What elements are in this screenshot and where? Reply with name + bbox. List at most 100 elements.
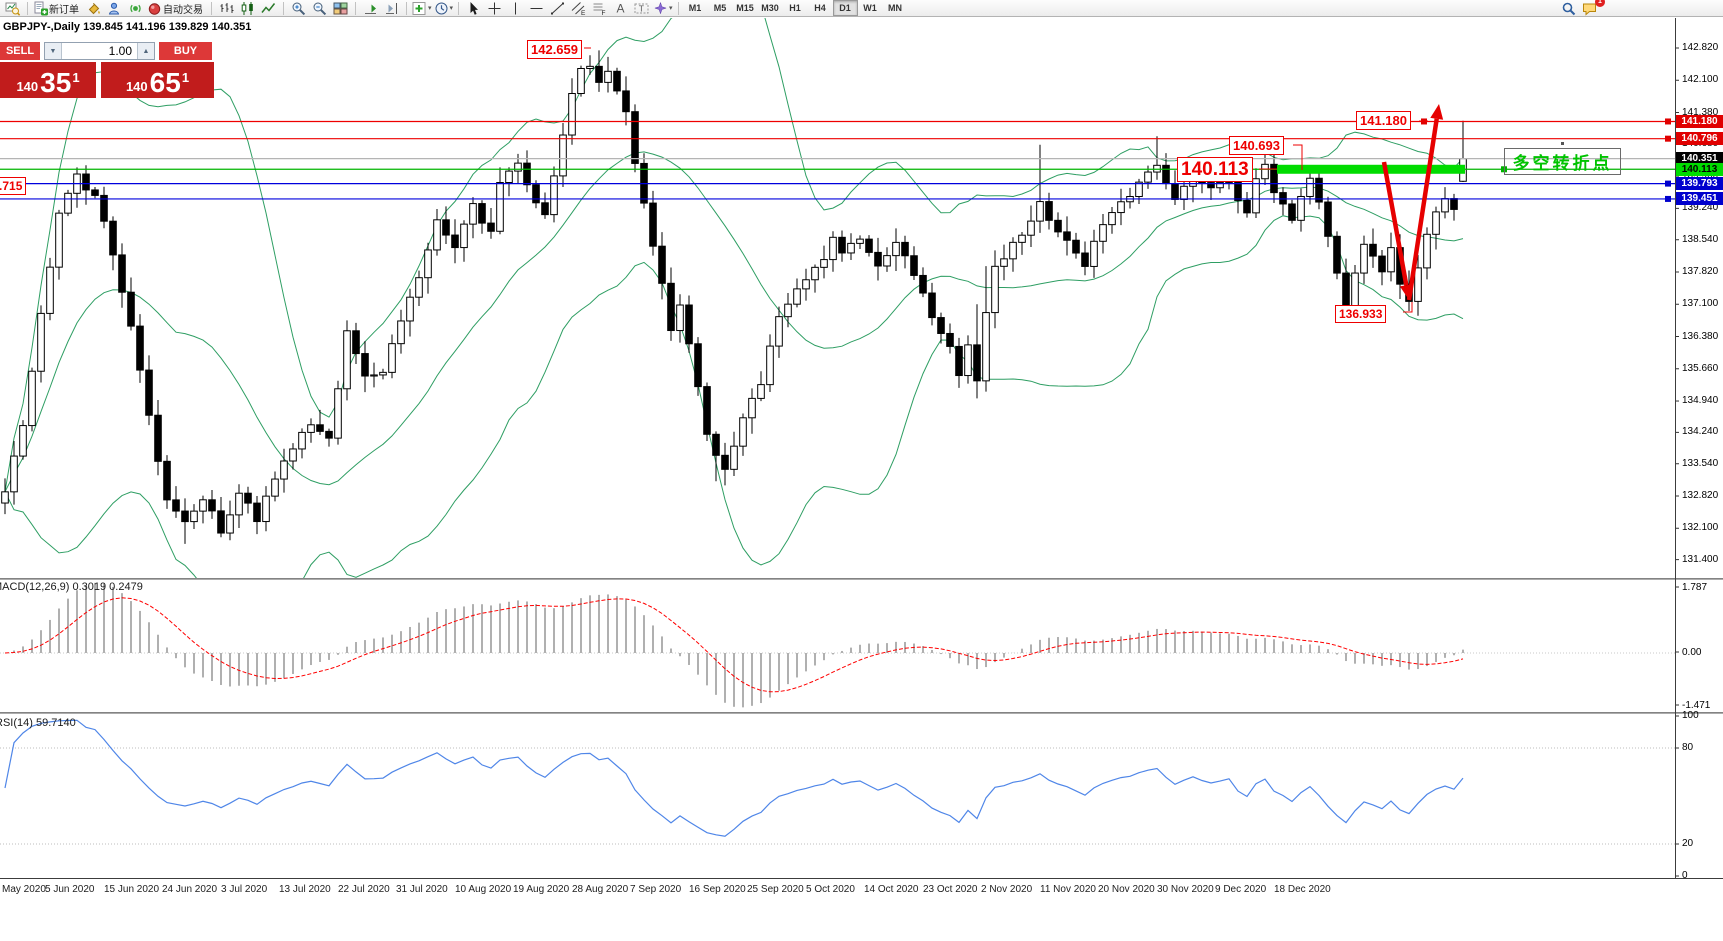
cursor-button[interactable] xyxy=(464,1,483,16)
timeframe-h4[interactable]: H4 xyxy=(808,0,833,16)
line-handle[interactable] xyxy=(1665,180,1671,187)
indicators-button[interactable]: ▾ xyxy=(412,1,432,16)
vertical-line-button[interactable] xyxy=(506,1,525,16)
candle-down xyxy=(478,203,486,224)
support-zone-bar[interactable] xyxy=(1277,164,1465,174)
sell-price-display[interactable]: 140 35 1 xyxy=(0,62,96,98)
crosshair-button[interactable] xyxy=(485,1,504,16)
vertical-line-icon xyxy=(515,2,517,14)
profile-button[interactable] xyxy=(105,1,124,16)
line-handle[interactable] xyxy=(1665,118,1671,125)
candle-down xyxy=(325,430,333,439)
candle-down xyxy=(667,282,675,332)
volume-increase-icon[interactable]: ▲ xyxy=(137,43,154,59)
timeframe-m5[interactable]: M5 xyxy=(708,0,733,16)
annotation-text-box[interactable]: 多空转折点 xyxy=(1504,148,1621,175)
candle-down xyxy=(100,194,108,222)
auto-scroll-button[interactable] xyxy=(361,1,380,16)
zoom-out-button[interactable] xyxy=(310,1,329,16)
price-callout-label[interactable]: 141.180 xyxy=(1356,111,1411,130)
timeframe-mn[interactable]: MN xyxy=(883,0,908,16)
volume-value[interactable]: 1.00 xyxy=(108,44,132,58)
price-axis-tick: 137.100 xyxy=(1682,298,1719,310)
line-chart-button[interactable] xyxy=(259,1,278,16)
timeframe-w1-label: W1 xyxy=(863,3,877,13)
timeframe-w1[interactable]: W1 xyxy=(858,0,883,16)
text-label-button[interactable]: T xyxy=(632,1,651,16)
sell-button[interactable]: SELL xyxy=(0,42,40,60)
macd-indicator-label: MACD(12,26,9) 0.3019 0.2479 xyxy=(0,581,143,593)
candle-up xyxy=(1351,272,1359,307)
candle-up xyxy=(577,67,585,95)
buy-price-pips: 65 xyxy=(149,67,181,98)
price-callout-label[interactable]: 140.113 xyxy=(1177,157,1253,182)
buy-price-display[interactable]: 140 65 1 xyxy=(101,62,214,98)
annotation-anchor-dot xyxy=(1560,142,1564,145)
new-order-button[interactable]: 新订单 xyxy=(33,1,82,16)
auto-scroll-icon xyxy=(365,4,376,14)
chart-style-button[interactable] xyxy=(84,1,103,16)
date-axis-label: 30 Nov 2020 xyxy=(1157,884,1214,895)
buy-price-point: 1 xyxy=(181,70,190,85)
buy-button[interactable]: BUY xyxy=(159,42,212,60)
rsi-pane-splitter[interactable] xyxy=(0,712,1723,714)
volume-decrease-icon[interactable]: ▼ xyxy=(45,43,62,59)
date-axis-label: 5 Oct 2020 xyxy=(806,884,855,895)
macd-axis-label: 1.787 xyxy=(1682,582,1708,593)
price-callout-label[interactable]: 136.933 xyxy=(1335,305,1387,323)
signals-button[interactable] xyxy=(126,1,145,16)
trend-arrow-head xyxy=(1430,104,1444,120)
equidistant-channel-icon: E xyxy=(571,1,586,16)
price-axis-tick: 135.660 xyxy=(1682,362,1719,374)
price-callout-label[interactable]: 140.693 xyxy=(1229,136,1284,155)
trendline-button[interactable] xyxy=(548,1,567,16)
timeframe-m30-label: M30 xyxy=(761,3,779,13)
date-axis-label: 15 Jun 2020 xyxy=(104,884,160,895)
timeframe-m15[interactable]: M15 xyxy=(733,0,758,16)
periods-button[interactable]: ▾ xyxy=(434,1,453,16)
timeframe-d1[interactable]: D1 xyxy=(832,0,858,16)
projection-arrows[interactable] xyxy=(1381,104,1444,301)
candle-down xyxy=(91,189,99,196)
date-axis-label: 20 Nov 2020 xyxy=(1098,884,1155,895)
candlestick-chart-button[interactable] xyxy=(238,1,257,16)
candle-down xyxy=(910,255,918,276)
search-button[interactable] xyxy=(1559,1,1578,16)
horizontal-line-button[interactable] xyxy=(527,1,546,16)
candle-down xyxy=(172,499,180,512)
price-callout-label[interactable]: 142.659 xyxy=(527,40,582,59)
macd-pane-splitter[interactable] xyxy=(0,578,1723,580)
candle-up xyxy=(820,259,828,268)
arrows-button[interactable]: ▾ xyxy=(653,1,673,16)
candle-up xyxy=(460,223,468,249)
fibonacci-button[interactable]: F xyxy=(590,1,609,16)
bars-chart-button[interactable] xyxy=(217,1,236,16)
chart-window-button[interactable] xyxy=(3,1,22,16)
chat-button[interactable]: 1 xyxy=(1580,0,1605,16)
price-axis-tick: 141.380 xyxy=(1682,106,1719,118)
text-button[interactable]: A xyxy=(611,1,630,16)
chart-shift-button[interactable] xyxy=(382,1,401,16)
candle-down xyxy=(595,65,603,83)
zoom-in-button[interactable] xyxy=(289,1,308,16)
price-axis-tick: 134.240 xyxy=(1682,426,1719,438)
tile-windows-button[interactable] xyxy=(331,1,350,16)
line-handle[interactable] xyxy=(1665,135,1671,142)
timeframe-m30[interactable]: M30 xyxy=(758,0,783,16)
timeframe-m1[interactable]: M1 xyxy=(683,0,708,16)
line-handle[interactable] xyxy=(1665,195,1671,202)
candle-up xyxy=(469,203,477,225)
candle-down xyxy=(1369,243,1377,257)
timeframe-h1[interactable]: H1 xyxy=(783,0,808,16)
channel-button[interactable]: E xyxy=(569,1,588,16)
autotrade-button[interactable]: 自动交易 xyxy=(147,1,206,16)
timeframe-m5-label: M5 xyxy=(713,3,727,13)
price-callout-label[interactable]: 139.715 xyxy=(0,177,27,195)
date-axis-label: 19 Aug 2020 xyxy=(513,884,570,895)
timeframe-m1-label: M1 xyxy=(688,3,702,13)
candle-up xyxy=(19,425,27,457)
candle-up xyxy=(388,343,396,373)
candle-up xyxy=(847,242,855,254)
timeframe-clock-icon xyxy=(435,2,448,14)
